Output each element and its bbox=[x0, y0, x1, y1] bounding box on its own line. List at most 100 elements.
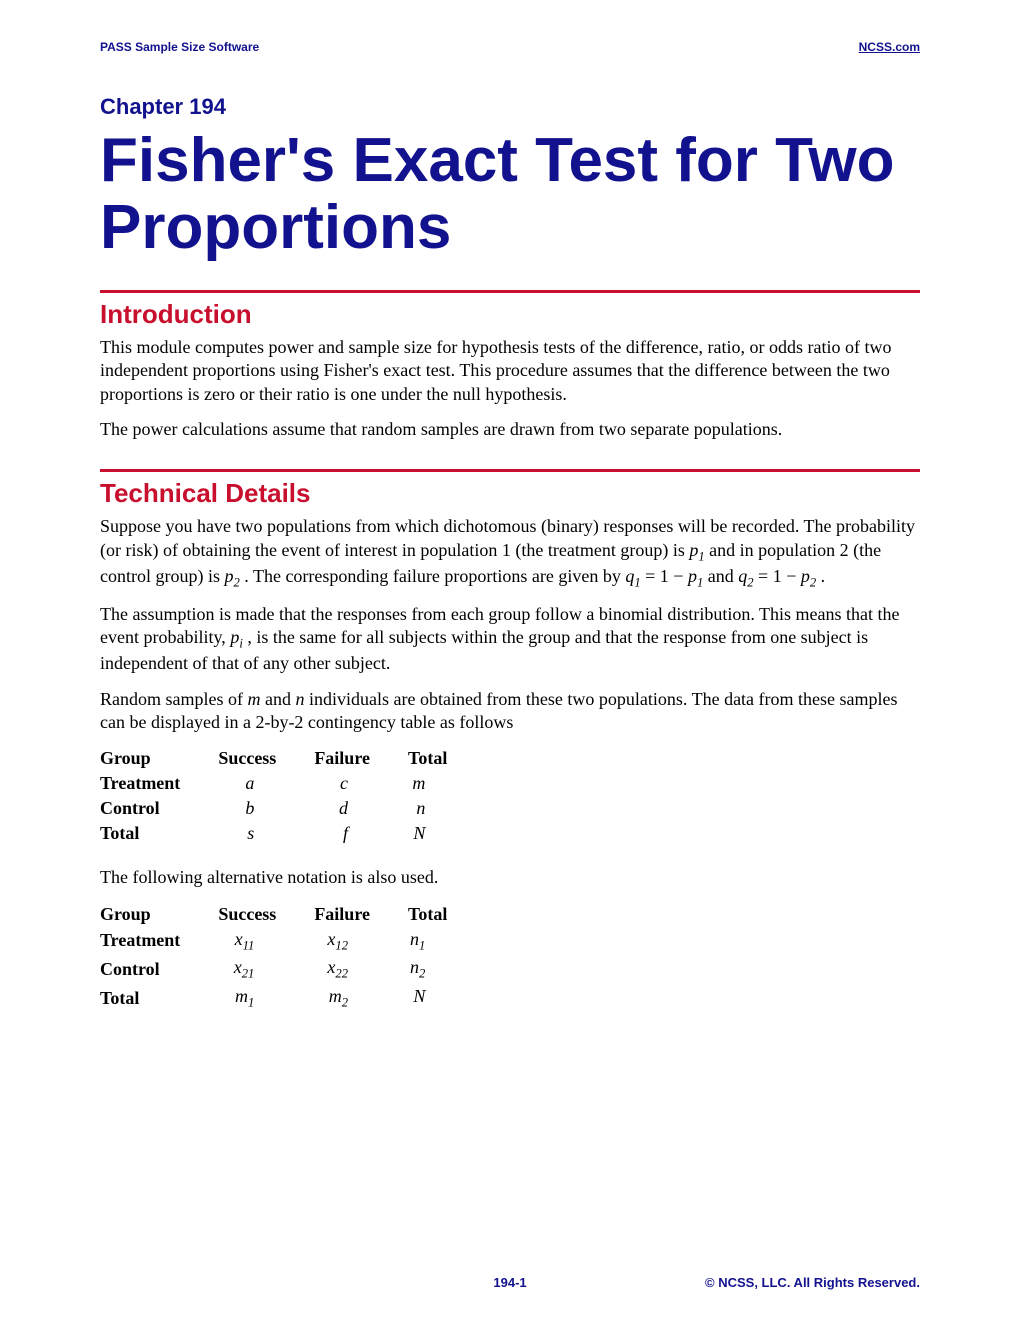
row-label: Control bbox=[100, 796, 218, 821]
math-sub: 2 bbox=[233, 575, 239, 589]
page-title: Fisher's Exact Test for Two Proportions bbox=[100, 128, 920, 262]
math-sub: 2 bbox=[419, 967, 425, 981]
text-span: . The corresponding failure proportions … bbox=[244, 566, 625, 586]
math-q1-eq: q1 bbox=[625, 566, 640, 586]
copyright-text: © NCSS, LLC. All Rights Reserved. bbox=[100, 1275, 920, 1290]
table-row: Treatment x11 x12 n1 bbox=[100, 927, 485, 956]
math-m: m bbox=[247, 689, 260, 709]
intro-para-2: The power calculations assume that rando… bbox=[100, 418, 920, 441]
row-label: Treatment bbox=[100, 771, 218, 796]
tech-para-1: Suppose you have two populations from wh… bbox=[100, 515, 920, 590]
row-label: Control bbox=[100, 955, 218, 984]
col-header: Success bbox=[218, 902, 314, 927]
col-header: Total bbox=[408, 746, 485, 771]
text-span: and bbox=[260, 689, 295, 709]
math-p2: p2 bbox=[224, 566, 239, 586]
section-divider bbox=[100, 290, 920, 293]
cell: n2 bbox=[408, 955, 485, 984]
math-p2b: p2 bbox=[801, 566, 816, 586]
col-header: Failure bbox=[314, 902, 408, 927]
cell: m bbox=[408, 771, 485, 796]
page-header: PASS Sample Size Software NCSS.com bbox=[100, 40, 920, 54]
col-header: Failure bbox=[314, 746, 408, 771]
math-p1: p1 bbox=[689, 540, 704, 560]
chapter-label: Chapter 194 bbox=[100, 94, 920, 120]
header-right-link[interactable]: NCSS.com bbox=[859, 40, 920, 54]
math-sub: 2 bbox=[342, 995, 348, 1009]
cell: x12 bbox=[314, 927, 408, 956]
math-eq: = 1 − bbox=[754, 566, 801, 586]
cell: d bbox=[314, 796, 408, 821]
math-base: m bbox=[235, 986, 248, 1006]
alt-notation-text: The following alternative notation is al… bbox=[100, 866, 920, 889]
table-row: Control x21 x22 n2 bbox=[100, 955, 485, 984]
math-base: x bbox=[235, 929, 243, 949]
text-span: and bbox=[708, 566, 739, 586]
math-base: n bbox=[410, 957, 419, 977]
cell: m2 bbox=[314, 984, 408, 1013]
math-sub: 21 bbox=[242, 967, 255, 981]
cell: n1 bbox=[408, 927, 485, 956]
section-divider bbox=[100, 469, 920, 472]
math-p1b: p1 bbox=[688, 566, 703, 586]
table-row: Total m1 m2 N bbox=[100, 984, 485, 1013]
cell: b bbox=[218, 796, 314, 821]
cell: n bbox=[408, 796, 485, 821]
math-sub: 1 bbox=[697, 575, 703, 589]
math-sub: 11 bbox=[243, 938, 255, 952]
contingency-table-1: Group Success Failure Total Treatment a … bbox=[100, 746, 485, 846]
math-sub: 1 bbox=[248, 995, 254, 1009]
section-heading-technical: Technical Details bbox=[100, 478, 920, 509]
math-base: p bbox=[688, 566, 697, 586]
row-label: Total bbox=[100, 821, 218, 846]
math-base: n bbox=[410, 929, 419, 949]
tech-para-2: The assumption is made that the response… bbox=[100, 603, 920, 676]
math-base: q bbox=[738, 566, 747, 586]
intro-para-1: This module computes power and sample si… bbox=[100, 336, 920, 406]
math-sub: 2 bbox=[810, 575, 816, 589]
math-base: q bbox=[625, 566, 634, 586]
cell: N bbox=[408, 821, 485, 846]
table-row: Control b d n bbox=[100, 796, 485, 821]
cell: x11 bbox=[218, 927, 314, 956]
table-header-row: Group Success Failure Total bbox=[100, 746, 485, 771]
contingency-table-2: Group Success Failure Total Treatment x1… bbox=[100, 902, 485, 1013]
math-base: N bbox=[413, 986, 425, 1006]
math-base: p bbox=[689, 540, 698, 560]
math-eq: = 1 − bbox=[641, 566, 688, 586]
math-sub: i bbox=[239, 637, 243, 651]
math-base: p bbox=[230, 627, 239, 647]
math-pi: pi bbox=[230, 627, 243, 647]
table-row: Total s f N bbox=[100, 821, 485, 846]
cell: x22 bbox=[314, 955, 408, 984]
technical-section: Technical Details Suppose you have two p… bbox=[100, 469, 920, 1012]
cell: x21 bbox=[218, 955, 314, 984]
math-sub: 1 bbox=[419, 938, 425, 952]
math-sub: 12 bbox=[335, 938, 348, 952]
cell: a bbox=[218, 771, 314, 796]
row-label: Total bbox=[100, 984, 218, 1013]
math-base: m bbox=[329, 986, 342, 1006]
tech-para-3: Random samples of m and n individuals ar… bbox=[100, 688, 920, 735]
text-span: . bbox=[821, 566, 826, 586]
col-header: Group bbox=[100, 746, 218, 771]
math-q2-eq: q2 bbox=[738, 566, 753, 586]
math-sub: 1 bbox=[698, 549, 704, 563]
table-row: Treatment a c m bbox=[100, 771, 485, 796]
text-span: Random samples of bbox=[100, 689, 247, 709]
math-base: p bbox=[801, 566, 810, 586]
section-heading-introduction: Introduction bbox=[100, 299, 920, 330]
introduction-section: Introduction This module computes power … bbox=[100, 290, 920, 442]
col-header: Success bbox=[218, 746, 314, 771]
header-left-label: PASS Sample Size Software bbox=[100, 40, 259, 54]
math-sub: 22 bbox=[335, 967, 348, 981]
col-header: Group bbox=[100, 902, 218, 927]
cell: s bbox=[218, 821, 314, 846]
col-header: Total bbox=[408, 902, 485, 927]
cell: f bbox=[314, 821, 408, 846]
cell: N bbox=[408, 984, 485, 1013]
table-header-row: Group Success Failure Total bbox=[100, 902, 485, 927]
cell: m1 bbox=[218, 984, 314, 1013]
row-label: Treatment bbox=[100, 927, 218, 956]
math-base: x bbox=[234, 957, 242, 977]
